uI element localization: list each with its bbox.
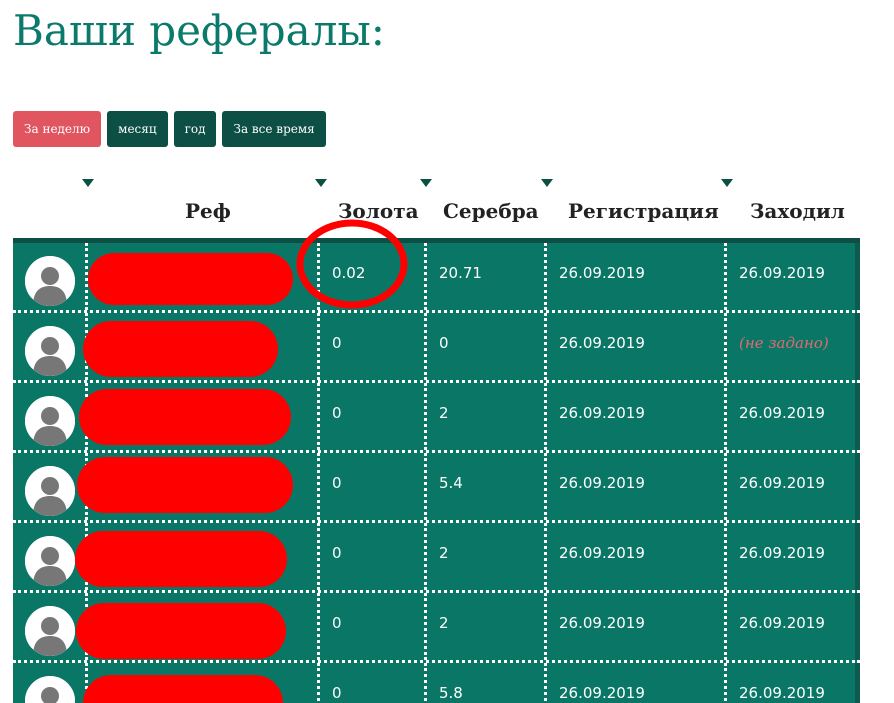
avatar	[25, 466, 75, 516]
referrals-table: Реф Золота Серебра Регистрация Заходил 0.02 2…	[13, 179, 860, 703]
table-cell: 26.09.2019	[739, 544, 825, 562]
column-header[interactable]: Золота	[338, 199, 419, 223]
table-cell: 5.4	[427, 453, 547, 520]
redaction	[79, 389, 291, 445]
table-row: 0 2 26.09.2019 26.09.2019	[13, 593, 860, 663]
ref-cell	[88, 383, 320, 450]
table-cell: 26.09.2019	[547, 593, 727, 660]
sort-indicator	[541, 179, 553, 187]
table-cell: 2	[427, 383, 547, 450]
redaction	[75, 531, 287, 587]
table-cell: 0	[320, 453, 427, 520]
ref-cell	[88, 593, 320, 660]
avatar-icon	[25, 326, 75, 376]
table-cell: 0	[320, 663, 427, 703]
redaction	[83, 321, 278, 377]
avatar-icon	[25, 536, 75, 586]
redaction	[88, 253, 293, 305]
avatar-cell	[13, 663, 88, 703]
avatar-cell	[13, 383, 88, 450]
table-cell: 0	[320, 593, 427, 660]
redaction	[77, 457, 293, 513]
filter-button[interactable]: год	[173, 111, 217, 147]
table-cell: 0.02	[320, 243, 427, 310]
column-header[interactable]: Заходил	[750, 199, 845, 223]
table-cell: 26.09.2019	[739, 404, 825, 422]
table-row: 0 2 26.09.2019 26.09.2019	[13, 383, 860, 453]
table-row: 0 0 26.09.2019 (не задано)	[13, 313, 860, 383]
redaction	[83, 675, 283, 703]
table-cell: 26.09.2019	[739, 614, 825, 632]
table-cell: 2	[427, 593, 547, 660]
page-title: Ваши рефералы:	[13, 6, 385, 55]
avatar-cell	[13, 313, 88, 380]
table-cell: 20.71	[427, 243, 547, 310]
table-row: 0 5.4 26.09.2019 26.09.2019	[13, 453, 860, 523]
table-row: 0.02 20.71 26.09.2019 26.09.2019	[13, 243, 860, 313]
table-row: 0 2 26.09.2019 26.09.2019	[13, 523, 860, 593]
avatar-icon	[25, 606, 75, 656]
filter-button[interactable]: месяц	[107, 111, 168, 147]
column-header: Реф	[185, 199, 231, 223]
avatar	[25, 676, 75, 703]
ref-cell	[88, 663, 320, 703]
column-header[interactable]: Регистрация	[568, 199, 719, 223]
avatar-icon	[25, 466, 75, 516]
sort-indicator	[721, 179, 733, 187]
filter-bar: За неделю месяц год За все время	[13, 111, 326, 147]
avatar-icon	[25, 396, 75, 446]
table-cell: 26.09.2019	[547, 453, 727, 520]
table-cell: 26.09.2019	[547, 243, 727, 310]
table-cell: 26.09.2019	[547, 383, 727, 450]
table-cell: 0	[320, 383, 427, 450]
avatar	[25, 606, 75, 656]
avatar-cell	[13, 243, 88, 310]
ref-cell	[88, 313, 320, 380]
avatar	[25, 256, 75, 306]
filter-button[interactable]: За все время	[222, 111, 326, 147]
redaction	[76, 603, 286, 659]
table-body: 0.02 20.71 26.09.2019 26.09.2019 0 0 26.09.201…	[13, 243, 860, 703]
table-header: Реф Золота Серебра Регистрация Заходил	[13, 179, 860, 243]
table-cell: 26.09.2019	[547, 523, 727, 590]
avatar	[25, 326, 75, 376]
table-cell: 26.09.2019	[739, 684, 825, 702]
table-cell: 26.09.2019	[547, 313, 727, 380]
sort-indicator	[315, 179, 327, 187]
table-cell: (не задано)	[739, 334, 829, 352]
avatar-icon	[25, 256, 75, 306]
table-cell: 0	[427, 313, 547, 380]
avatar	[25, 396, 75, 446]
table-cell: 26.09.2019	[739, 474, 825, 492]
table-cell: 5.8	[427, 663, 547, 703]
sort-indicator	[82, 179, 94, 187]
table-cell: 0	[320, 313, 427, 380]
sort-indicator	[420, 179, 432, 187]
table-cell: 26.09.2019	[547, 663, 727, 703]
avatar-icon	[25, 676, 75, 703]
table-cell: 26.09.2019	[739, 264, 825, 282]
avatar	[25, 536, 75, 586]
table-cell: 0	[320, 523, 427, 590]
ref-cell	[88, 453, 320, 520]
ref-cell	[88, 523, 320, 590]
table-row: 0 5.8 26.09.2019 26.09.2019	[13, 663, 860, 703]
table-cell: 2	[427, 523, 547, 590]
column-header[interactable]: Серебра	[443, 199, 539, 223]
filter-button[interactable]: За неделю	[13, 111, 102, 147]
